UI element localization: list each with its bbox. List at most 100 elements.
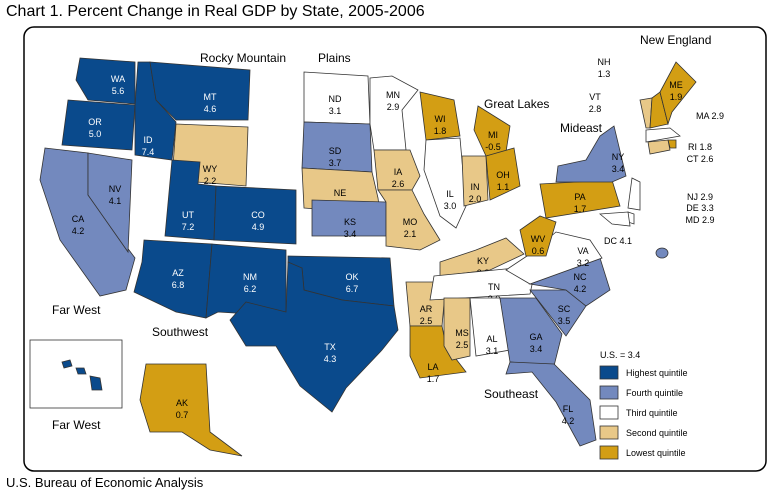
state-abbr-IA: IA	[394, 167, 403, 177]
state-abbr-OK: OK	[345, 272, 358, 282]
state-value-WV: 0.6	[532, 246, 545, 256]
legend-label-second: Second quintile	[626, 428, 688, 438]
state-abbr-NM: NM	[243, 272, 257, 282]
legend-label-third: Third quintile	[626, 408, 678, 418]
state-TX[interactable]	[229, 261, 399, 413]
region-label: Mideast	[560, 121, 603, 135]
region-label: Far West	[52, 418, 101, 432]
state-abbr-HI: HI	[44, 365, 53, 375]
state-MT[interactable]	[149, 61, 251, 121]
state-abbr-AR: AR	[420, 304, 433, 314]
state-abbr-NH: NH	[598, 57, 611, 67]
state-AK[interactable]	[139, 363, 243, 457]
state-TN[interactable]	[429, 265, 537, 301]
state-value-NM: 6.2	[244, 284, 257, 294]
state-DC[interactable]	[655, 247, 669, 259]
state-abbr-MT: MT	[204, 92, 217, 102]
state-value-CO: 4.9	[252, 222, 265, 232]
state-abbr-WV: WV	[531, 234, 546, 244]
state-abbr-KY: KY	[477, 256, 489, 266]
state-NJ[interactable]	[627, 177, 641, 211]
legend-swatch-second	[599, 425, 619, 440]
state-abbr-IL: IL	[446, 189, 454, 199]
state-abbr-UT: UT	[182, 210, 194, 220]
state-WV[interactable]	[519, 215, 557, 257]
state-value-AK: 0.7	[176, 410, 189, 420]
region-label: New England	[640, 33, 711, 47]
state-abbr-SD: SD	[329, 146, 342, 156]
state-value-MN: 2.9	[387, 102, 400, 112]
state-IN[interactable]	[461, 155, 489, 207]
state-IL[interactable]	[423, 137, 467, 229]
state-value-ND: 3.1	[329, 106, 342, 116]
region-label: Far West	[52, 303, 101, 317]
legend-swatch-highest	[599, 365, 619, 380]
state-label-MD: MD 2.9	[685, 215, 714, 225]
state-abbr-CO: CO	[251, 210, 265, 220]
state-value-AZ: 6.8	[172, 280, 185, 290]
state-NY[interactable]	[555, 125, 627, 183]
state-abbr-OH: OH	[496, 170, 510, 180]
state-MO[interactable]	[377, 189, 441, 251]
state-value-NY: 3.4	[612, 164, 625, 174]
state-value-WY: 2.2	[204, 176, 217, 186]
state-value-UT: 7.2	[182, 222, 195, 232]
region-label: Plains	[318, 51, 351, 65]
state-WA[interactable]	[75, 57, 136, 105]
region-label: Rocky Mountain	[200, 51, 286, 65]
state-abbr-WY: WY	[203, 164, 218, 174]
state-LA[interactable]	[409, 325, 467, 379]
state-value-CA: 4.2	[72, 226, 85, 236]
legend-swatch-fourth	[599, 385, 619, 400]
state-value-AR: 2.5	[420, 316, 433, 326]
state-value-GA: 3.4	[530, 344, 543, 354]
state-value-AL: 3.1	[486, 346, 499, 356]
state-abbr-MS: MS	[455, 328, 469, 338]
state-abbr-WA: WA	[111, 74, 125, 84]
state-value-SC: 3.5	[558, 316, 571, 326]
state-WI[interactable]	[419, 91, 461, 141]
state-value-NH: 1.3	[598, 69, 611, 79]
state-value-LA: 1.7	[427, 374, 440, 384]
state-value-KS: 3.4	[344, 229, 357, 239]
state-MD[interactable]	[598, 211, 631, 227]
state-value-NC: 4.2	[574, 284, 587, 294]
state-CO[interactable]	[213, 185, 297, 245]
state-value-NV: 4.1	[109, 196, 122, 206]
state-MS[interactable]	[443, 297, 471, 361]
state-HI-island	[75, 367, 87, 375]
state-value-VT: 2.8	[589, 104, 602, 114]
us-average: U.S. = 3.4	[600, 350, 640, 360]
state-label-CT: CT 2.6	[687, 154, 714, 164]
state-abbr-NC: NC	[574, 272, 587, 282]
state-abbr-ME: ME	[669, 80, 683, 90]
state-OH[interactable]	[485, 147, 521, 201]
state-value-SD: 3.7	[329, 158, 342, 168]
state-label-NJ: NJ 2.9	[687, 192, 713, 202]
state-value-OR: 5.0	[89, 129, 102, 139]
state-MA[interactable]	[645, 127, 681, 143]
state-OR[interactable]	[61, 99, 136, 151]
source-note: U.S. Bureau of Economic Analysis	[6, 475, 204, 490]
state-HI[interactable]	[61, 359, 73, 369]
state-value-TX: 4.3	[324, 354, 337, 364]
state-value-PA: 1.7	[574, 204, 587, 214]
region-label: Southeast	[484, 387, 539, 401]
state-ME[interactable]	[659, 61, 697, 126]
state-value-HI: 4.3	[42, 377, 55, 387]
legend-swatch-third	[599, 405, 619, 420]
state-CT[interactable]	[647, 139, 671, 155]
state-NV[interactable]	[87, 152, 133, 254]
chart-title: Chart 1. Percent Change in Real GDP by S…	[6, 3, 425, 20]
state-value-FL: 4.2	[562, 416, 575, 426]
state-IA[interactable]	[373, 149, 421, 191]
state-FL[interactable]	[505, 361, 597, 447]
state-MN[interactable]	[369, 75, 419, 151]
region-label: Southwest	[152, 325, 209, 339]
state-abbr-NV: NV	[109, 184, 122, 194]
state-abbr-TX: TX	[324, 342, 336, 352]
state-abbr-GA: GA	[529, 332, 542, 342]
state-GA[interactable]	[499, 297, 563, 367]
state-abbr-NY: NY	[612, 152, 625, 162]
state-abbr-MO: MO	[403, 217, 418, 227]
